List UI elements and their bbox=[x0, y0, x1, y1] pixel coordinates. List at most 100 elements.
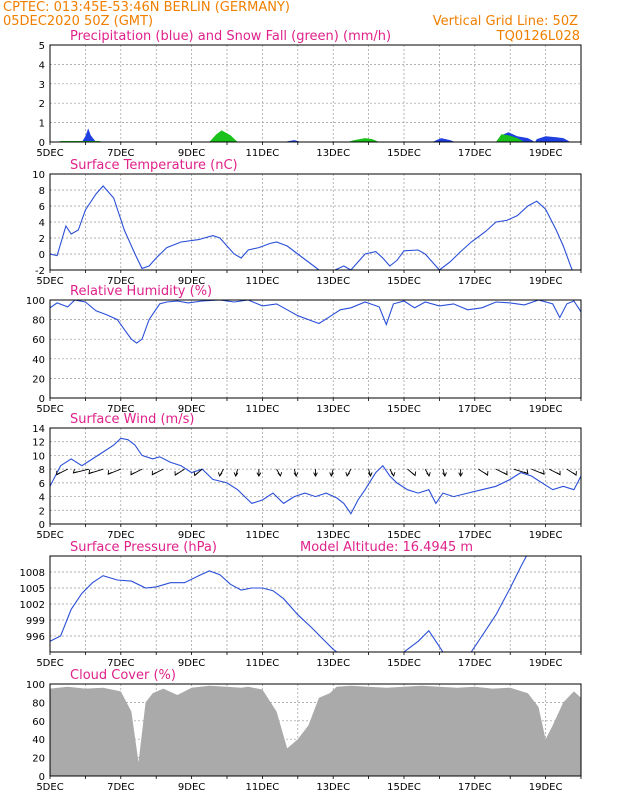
cloud-xtick-label: 17DEC bbox=[458, 782, 492, 793]
precip-series-snowfall bbox=[50, 130, 525, 142]
rh-ytick-label: 100 bbox=[26, 296, 45, 307]
press-xtick-label: 11DEC bbox=[246, 658, 280, 669]
wind-data bbox=[50, 437, 581, 515]
press-ytick-label: 999 bbox=[26, 616, 45, 627]
precip-xtick-label: 11DEC bbox=[246, 148, 280, 159]
precip-xtick-label: 5DEC bbox=[36, 148, 63, 159]
rh-data bbox=[50, 300, 581, 344]
press-title: Surface Pressure (hPa) bbox=[70, 540, 217, 555]
wind-vector-head bbox=[484, 471, 489, 476]
cloud-ytick-label: 20 bbox=[32, 754, 45, 765]
wind-xtick-label: 11DEC bbox=[246, 530, 280, 541]
wind-vector-head bbox=[174, 471, 179, 476]
rh-xtick-label: 7DEC bbox=[107, 404, 134, 415]
wind-vector-head bbox=[556, 470, 561, 476]
cloud-xtick-label: 13DEC bbox=[316, 782, 350, 793]
wind-xtick-label: 13DEC bbox=[316, 530, 350, 541]
precip-title: Precipitation (blue) and Snow Fall (gree… bbox=[70, 29, 391, 44]
wind-vector-head bbox=[72, 468, 78, 474]
cloud-ytick-label: 0 bbox=[39, 772, 45, 783]
wind-vector-head bbox=[193, 471, 199, 477]
temp-xtick-label: 7DEC bbox=[107, 276, 134, 287]
rh-ytick-label: 60 bbox=[32, 335, 45, 346]
wind-vector-head bbox=[345, 472, 350, 477]
press-ytick-label: 1005 bbox=[20, 584, 45, 595]
rh-xtick-label: 5DEC bbox=[36, 404, 63, 415]
press-xtick-label: 5DEC bbox=[36, 658, 63, 669]
wind-vector-head bbox=[411, 471, 417, 477]
press-panel: Surface Pressure (hPa) Model Altitude: 16… bbox=[20, 540, 582, 669]
rh-ytick-label: 0 bbox=[39, 394, 45, 405]
temp-xtick-label: 15DEC bbox=[387, 276, 421, 287]
temp-xtick-label: 19DEC bbox=[529, 276, 563, 287]
press-xtick-label: 15DEC bbox=[387, 658, 421, 669]
rh-xtick-label: 11DEC bbox=[246, 404, 280, 415]
rh-panel: Relative Humidity (%) 0 20 40 60 80 100 5DEC 7DE… bbox=[26, 284, 582, 415]
rh-xtick-label: 17DEC bbox=[458, 404, 492, 415]
press-xtick-label: 17DEC bbox=[458, 658, 492, 669]
header-grid-note: Vertical Grid Line: 50Z bbox=[433, 14, 578, 29]
wind-ytick-label: 10 bbox=[32, 451, 45, 462]
wind-title: Surface Wind (m/s) bbox=[70, 412, 194, 427]
press-xtick-label: 9DEC bbox=[178, 658, 205, 669]
press-ytick-label: 996 bbox=[26, 632, 45, 643]
wind-ytick-label: 6 bbox=[39, 479, 45, 490]
temp-line bbox=[50, 185, 575, 270]
header-date: 05DEC2020 50Z (GMT) bbox=[3, 14, 153, 29]
temp-panel: Surface Temperature (nC) -2 0 2 4 6 8 10 5DEC 7DE… bbox=[32, 158, 582, 287]
wind-ytick-label: 14 bbox=[32, 424, 45, 435]
press-ytick-label: 1002 bbox=[20, 600, 45, 611]
cloud-ytick-label: 100 bbox=[26, 680, 45, 691]
press-ytick-label: 1008 bbox=[20, 568, 45, 579]
temp-xtick-label: 17DEC bbox=[458, 276, 492, 287]
temp-ytick-label: 10 bbox=[32, 170, 45, 181]
cloud-ytick-label: 80 bbox=[32, 698, 45, 709]
precip-ytick-label: 4 bbox=[39, 60, 45, 71]
cloud-frame bbox=[49, 683, 582, 777]
wind-vector-head bbox=[442, 472, 447, 478]
cloud-xtick-label: 7DEC bbox=[107, 782, 134, 793]
rh-xtick-label: 13DEC bbox=[316, 404, 350, 415]
wind-vector-head bbox=[107, 470, 113, 475]
temp-xtick-label: 9DEC bbox=[178, 276, 205, 287]
temp-frame bbox=[49, 173, 582, 271]
wind-vector-head bbox=[540, 470, 545, 475]
precip-ytick-label: 5 bbox=[39, 41, 45, 52]
cloud-xtick-label: 11DEC bbox=[246, 782, 280, 793]
cloud-panel: Cloud Cover (%) 0 20 40 60 80 100 5DEC 7DEC 9DEC 1… bbox=[26, 668, 582, 793]
wind-vector-head bbox=[458, 472, 463, 478]
wind-ytick-label: 12 bbox=[32, 438, 45, 449]
precip-ytick-label: 2 bbox=[39, 99, 45, 110]
precip-xtick-label: 9DEC bbox=[178, 148, 205, 159]
temp-xtick-label: 5DEC bbox=[36, 276, 63, 287]
cloud-ytick-label: 40 bbox=[32, 735, 45, 746]
wind-panel: Surface Wind (m/s) 0 2 4 6 8 10 12 14 5DEC 7DEC 9DE… bbox=[32, 412, 582, 541]
wind-vector-head bbox=[130, 470, 135, 476]
rh-ytick-label: 20 bbox=[32, 374, 45, 385]
cloud-xtick-label: 19DEC bbox=[529, 782, 563, 793]
temp-xtick-label: 13DEC bbox=[316, 276, 350, 287]
rh-xtick-label: 19DEC bbox=[529, 404, 563, 415]
wind-vector-head bbox=[572, 471, 577, 476]
precip-ytick-label: 1 bbox=[39, 119, 45, 130]
wind-vector-head bbox=[390, 472, 396, 477]
wind-vector-head bbox=[503, 470, 508, 476]
temp-ytick-label: -2 bbox=[35, 266, 45, 277]
rh-ytick-label: 40 bbox=[32, 355, 45, 366]
press-line bbox=[50, 556, 528, 652]
wind-vector-head bbox=[367, 472, 373, 478]
cloud-title: Cloud Cover (%) bbox=[70, 668, 176, 683]
cloud-xtick-label: 5DEC bbox=[36, 782, 63, 793]
wind-xtick-label: 5DEC bbox=[36, 530, 63, 541]
wind-xtick-label: 19DEC bbox=[529, 530, 563, 541]
temp-ytick-label: 0 bbox=[39, 250, 45, 261]
wind-vector-head bbox=[426, 472, 431, 477]
wind-ytick-label: 8 bbox=[39, 465, 45, 476]
cloud-xtick-label: 15DEC bbox=[387, 782, 421, 793]
wind-xtick-label: 17DEC bbox=[458, 530, 492, 541]
precip-ytick-label: 3 bbox=[39, 80, 45, 91]
rh-line bbox=[50, 300, 581, 344]
temp-ytick-label: 4 bbox=[39, 218, 45, 229]
precip-panel: Precipitation (blue) and Snow Fall (gree… bbox=[36, 29, 582, 159]
press-annotation: Model Altitude: 16.4945 m bbox=[300, 540, 473, 555]
